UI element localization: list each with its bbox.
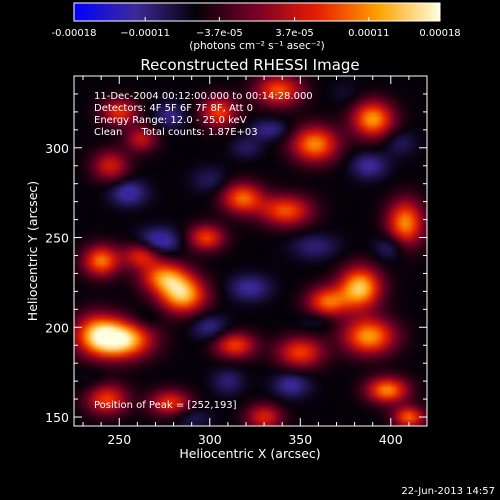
axis-ticks (74, 75, 428, 426)
colorbar-tick-label: -0.00018 (52, 28, 97, 39)
annotation-energy-range: Energy Range: 12.0 - 25.0 keV (94, 115, 247, 126)
colorbar-ticks (73, 17, 441, 21)
annotation-detectors: Detectors: 4F 5F 6F 7F 8F, Att 0 (94, 103, 253, 114)
y-axis-label: Heliocentric Y (arcsec) (25, 181, 40, 321)
colorbar-units: (photons cm⁻² s⁻¹ asec⁻²) (189, 40, 324, 52)
colorbar-tick-label: 3.7e-05 (275, 28, 313, 39)
colorbar: -0.00018 −0.00011 −3.7e-05 3.7e-05 0.00011 0.… (52, 2, 461, 52)
colorbar-tick-labels: -0.00018 −0.00011 −3.7e-05 3.7e-05 0.00011 0.… (52, 28, 461, 39)
plot-frame (73, 75, 428, 427)
x-tick-label: 400 (379, 432, 403, 447)
annotation-block: 11-Dec-2004 00:12:00.000 to 00:14:28.000… (94, 91, 313, 138)
y-tick-label: 200 (45, 320, 69, 335)
x-tick-labels: 250 300 350 400 (107, 432, 402, 447)
colorbar-tick-label: −3.7e-05 (196, 28, 243, 39)
peak-position-label: Position of Peak = [252,193] (94, 400, 237, 411)
x-axis-label: Heliocentric X (arcsec) (179, 446, 320, 461)
colorbar-tick-label: −0.00011 (120, 28, 170, 39)
y-tick-label: 250 (45, 231, 69, 246)
colorbar-gradient (73, 2, 441, 22)
y-tick-label: 300 (45, 141, 69, 156)
y-tick-labels: 150 200 250 300 (45, 141, 69, 425)
x-tick-label: 250 (107, 432, 131, 447)
colorbar-tick-label: 0.00018 (419, 28, 460, 39)
annotation-time-range: 11-Dec-2004 00:12:00.000 to 00:14:28.000 (94, 91, 313, 102)
y-tick-label: 150 (45, 410, 69, 425)
x-tick-label: 350 (288, 432, 312, 447)
colorbar-tick-label: 0.00011 (348, 28, 389, 39)
x-tick-label: 300 (198, 432, 222, 447)
chart-title: Reconstructed RHESSI Image (140, 56, 359, 74)
heatmap-image (74, 76, 427, 426)
heatmap (74, 76, 427, 426)
annotation-total-counts: Clean Total counts: 1.87E+03 (94, 127, 258, 138)
footer-timestamp: 22-Jun-2013 14:57 (401, 486, 495, 497)
